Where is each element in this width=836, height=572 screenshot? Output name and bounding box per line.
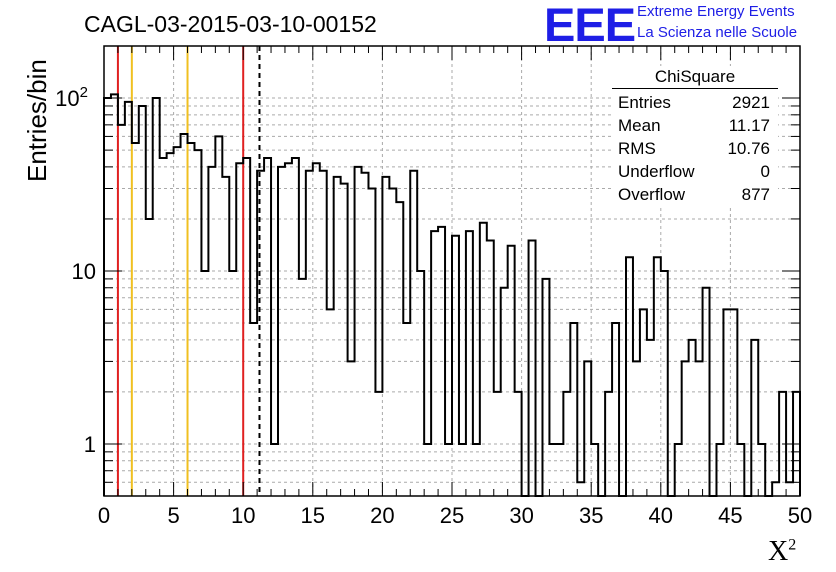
histogram-step-line [103,93,801,497]
x-tick-label: 40 [649,503,673,528]
x-tick-label: 25 [440,503,464,528]
x-tick-label: 5 [167,503,179,528]
stats-value: 11.17 [728,116,770,135]
x-axis-label: X2 [768,536,797,567]
stats-row-entries: Entries 2921 [612,91,778,114]
y-axis-label: Entries/bin [22,59,52,182]
y-tick-label: 102 [55,84,88,111]
stats-value: 877 [741,185,770,204]
y-tick-label: 10 [72,259,96,284]
stats-label: Mean [618,116,661,135]
x-tick-label: 20 [370,503,394,528]
x-tick-label: 30 [509,503,533,528]
stats-value: 0 [760,162,770,181]
x-tick-label: 0 [98,503,110,528]
x-tick-label: 50 [788,503,812,528]
stats-row-underflow: Underflow 0 [612,160,778,183]
chart-title: CAGL-03-2015-03-10-00152 [84,11,377,37]
x-tick-label: 15 [301,503,325,528]
stats-value: 10.76 [727,139,770,158]
stats-label: Overflow [618,185,686,204]
stats-row-rms: RMS 10.76 [612,137,778,160]
y-tick-label: 1 [84,432,96,457]
x-tick-label: 35 [579,503,603,528]
stats-row-mean: Mean 11.17 [612,114,778,137]
stats-label: Entries [618,93,671,112]
x-tick-label: 45 [718,503,742,528]
stats-value: 2921 [732,93,770,112]
stats-title: ChiSquare [612,66,778,89]
eee-logo: EEE [544,0,636,51]
logo-line-1: Extreme Energy Events [637,3,795,20]
stats-box: ChiSquare Entries 2921 Mean 11.17 RMS 10… [612,66,778,206]
stats-label: Underflow [618,162,695,181]
stats-label: RMS [618,139,656,158]
logo-line-2: La Scienza nelle Scuole [637,24,798,41]
stats-row-overflow: Overflow 877 [612,183,778,206]
x-tick-label: 10 [231,503,255,528]
